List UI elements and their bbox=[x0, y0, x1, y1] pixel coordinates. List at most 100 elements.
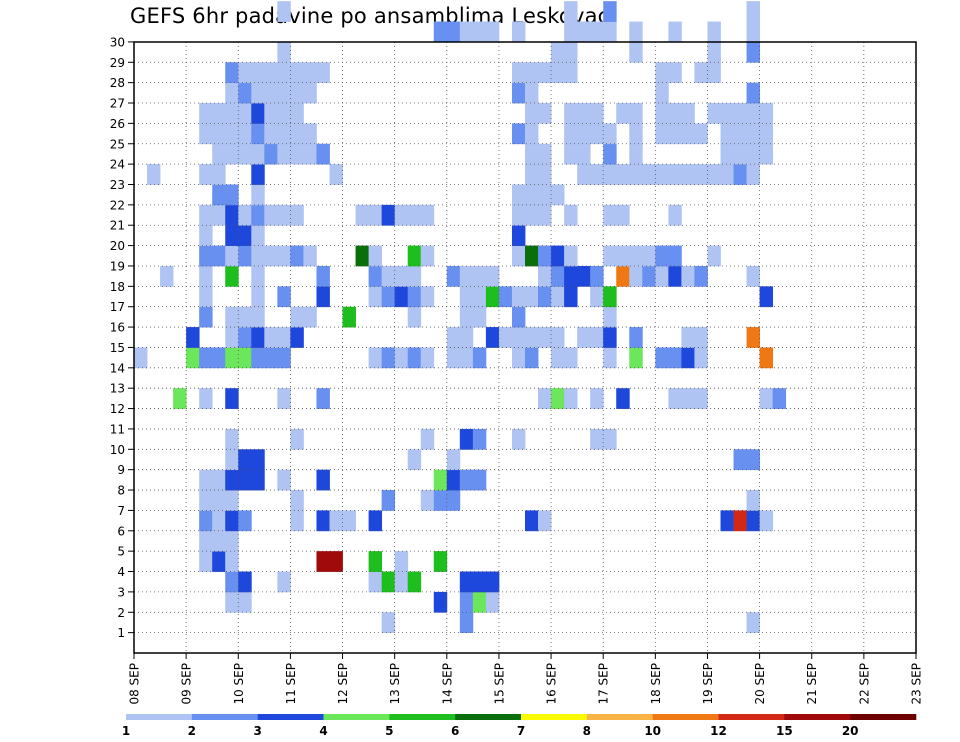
heatmap-cell bbox=[290, 143, 304, 165]
heatmap-cell bbox=[199, 347, 213, 369]
heatmap-cell bbox=[225, 306, 239, 328]
x-tick-label: 18 SEP bbox=[649, 663, 663, 705]
heatmap-cell bbox=[446, 469, 461, 491]
heatmap-cell bbox=[186, 327, 200, 348]
y-tick-label: 30 bbox=[110, 35, 125, 49]
heatmap-cell bbox=[238, 123, 252, 145]
heatmap-cell bbox=[603, 306, 617, 328]
heatmap-cell bbox=[225, 265, 239, 287]
heatmap-cell bbox=[538, 184, 552, 206]
heatmap-cell bbox=[511, 327, 526, 348]
colorbar-swatch bbox=[784, 714, 851, 720]
heatmap-cell bbox=[694, 388, 708, 409]
heatmap-cell bbox=[525, 123, 539, 145]
heatmap-cell bbox=[316, 388, 330, 409]
heatmap-cell bbox=[225, 62, 239, 84]
heatmap-cell bbox=[603, 204, 617, 226]
x-tick-label: 21 SEP bbox=[805, 663, 819, 705]
heatmap-cell bbox=[238, 327, 252, 348]
heatmap-cell bbox=[290, 204, 304, 226]
heatmap-cell bbox=[564, 286, 578, 308]
heatmap-cell bbox=[303, 306, 317, 328]
heatmap-cell bbox=[225, 449, 239, 471]
heatmap-cell bbox=[577, 164, 591, 185]
heatmap-cell bbox=[511, 82, 526, 104]
heatmap-cell bbox=[694, 164, 708, 185]
heatmap-cell bbox=[381, 286, 396, 308]
heatmap-cell bbox=[212, 347, 226, 369]
heatmap-cell bbox=[485, 286, 500, 308]
heatmap-cell bbox=[199, 103, 213, 124]
heatmap-cell bbox=[511, 428, 526, 450]
x-tick-label: 19 SEP bbox=[701, 663, 715, 705]
heatmap-cell bbox=[290, 490, 304, 511]
heatmap-cell bbox=[459, 306, 474, 328]
heatmap-cell bbox=[472, 286, 487, 308]
heatmap-cell bbox=[577, 123, 591, 145]
heatmap-cell bbox=[225, 347, 239, 369]
y-tick-label: 26 bbox=[110, 117, 125, 131]
colorbar-swatch bbox=[257, 714, 324, 720]
heatmap-cell bbox=[590, 286, 604, 308]
y-tick-label: 5 bbox=[117, 545, 125, 559]
heatmap-cell bbox=[277, 204, 291, 226]
heatmap-cell bbox=[525, 286, 539, 308]
heatmap-cell bbox=[720, 164, 734, 185]
heatmap-cell bbox=[564, 41, 578, 63]
heatmap-cell bbox=[407, 347, 422, 369]
heatmap-cell bbox=[564, 143, 578, 165]
y-tick-label: 21 bbox=[110, 219, 125, 233]
heatmap-cell bbox=[538, 265, 552, 287]
heatmap-cell bbox=[655, 123, 669, 145]
heatmap-cell bbox=[759, 388, 774, 409]
heatmap-cell bbox=[381, 490, 396, 511]
y-tick-label: 6 bbox=[117, 524, 125, 538]
heatmap-cell bbox=[551, 62, 565, 84]
heatmap-cell bbox=[407, 265, 422, 287]
y-tick-label: 24 bbox=[110, 158, 125, 172]
heatmap-cell bbox=[407, 571, 422, 593]
heatmap-cell bbox=[134, 347, 148, 369]
y-tick-label: 13 bbox=[110, 382, 125, 396]
heatmap-cell bbox=[199, 490, 213, 511]
heatmap-cell bbox=[290, 245, 304, 267]
heatmap-cell bbox=[525, 510, 539, 532]
y-tick-label: 27 bbox=[110, 97, 125, 111]
heatmap-cell bbox=[433, 591, 448, 613]
y-tick-label: 9 bbox=[117, 463, 125, 477]
heatmap-cell bbox=[290, 428, 304, 450]
heatmap-cell bbox=[238, 225, 252, 246]
y-tick-label: 17 bbox=[110, 300, 125, 314]
heatmap-cell bbox=[485, 21, 500, 43]
heatmap-cell bbox=[746, 265, 760, 287]
heatmap-cell bbox=[668, 388, 682, 409]
heatmap-cell bbox=[394, 347, 409, 369]
heatmap-cell bbox=[629, 164, 643, 185]
heatmap-cell bbox=[759, 286, 774, 308]
heatmap-cell bbox=[381, 612, 396, 634]
heatmap-cell bbox=[720, 143, 734, 165]
heatmap-cell bbox=[511, 306, 526, 328]
heatmap-cell bbox=[225, 103, 239, 124]
heatmap-cell bbox=[538, 103, 552, 124]
heatmap-cell bbox=[277, 82, 291, 104]
heatmap-cell bbox=[225, 591, 239, 613]
heatmap-cell bbox=[199, 286, 213, 308]
heatmap-cell bbox=[277, 469, 291, 491]
heatmap-cell bbox=[511, 62, 526, 84]
heatmap-cell bbox=[407, 286, 422, 308]
heatmap-cell bbox=[238, 143, 252, 165]
heatmap-cell bbox=[264, 82, 278, 104]
colorbar-swatch bbox=[455, 714, 522, 720]
heatmap-cell bbox=[277, 143, 291, 165]
heatmap-cell bbox=[225, 530, 239, 552]
heatmap-cell bbox=[238, 510, 252, 532]
heatmap-cell bbox=[329, 510, 343, 532]
heatmap-cell bbox=[694, 62, 708, 84]
heatmap-cell bbox=[746, 449, 760, 471]
heatmap-cell bbox=[212, 143, 226, 165]
heatmap-cell bbox=[238, 103, 252, 124]
x-tick-label: 20 SEP bbox=[753, 663, 767, 705]
heatmap-cell bbox=[629, 265, 643, 287]
heatmap-cell bbox=[668, 21, 682, 43]
